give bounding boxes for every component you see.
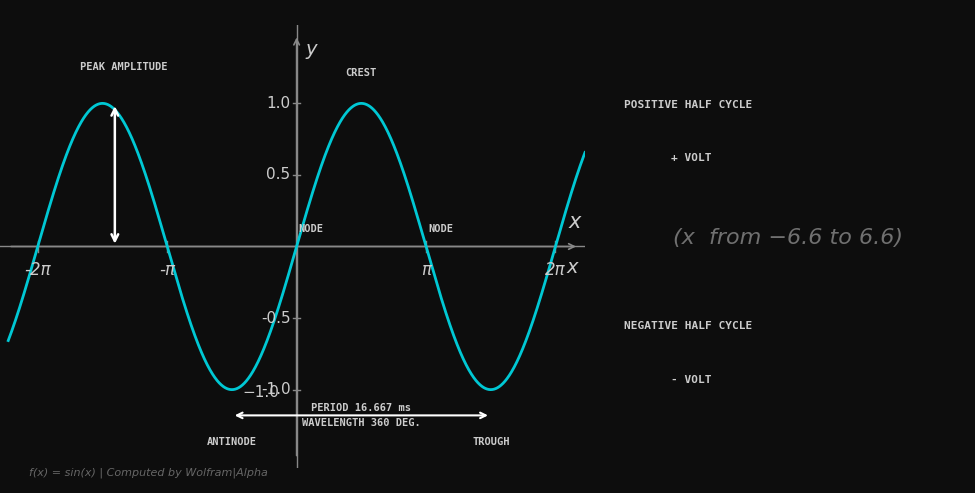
Text: + VOLT: + VOLT — [671, 153, 712, 163]
Text: CREST: CREST — [346, 68, 377, 77]
Text: -π: -π — [159, 261, 176, 279]
Text: x: x — [566, 258, 578, 277]
Text: 1.0: 1.0 — [266, 96, 291, 111]
Text: -1.0: -1.0 — [261, 382, 291, 397]
Text: ANTINODE: ANTINODE — [207, 437, 256, 447]
Text: POSITIVE HALF CYCLE: POSITIVE HALF CYCLE — [624, 100, 753, 109]
Text: π: π — [421, 261, 431, 279]
Text: PERIOD 16.667 ms: PERIOD 16.667 ms — [311, 402, 411, 413]
Text: −1.0: −1.0 — [242, 385, 279, 400]
Text: y: y — [306, 40, 317, 59]
Text: -2π: -2π — [24, 261, 51, 279]
Text: (x  from −6.6 to 6.6): (x from −6.6 to 6.6) — [673, 228, 903, 247]
Text: NEGATIVE HALF CYCLE: NEGATIVE HALF CYCLE — [624, 321, 753, 331]
Text: PEAK AMPLITUDE: PEAK AMPLITUDE — [80, 62, 168, 72]
Text: f(x) = sin(x) | Computed by Wolfram|Alpha: f(x) = sin(x) | Computed by Wolfram|Alph… — [29, 468, 268, 478]
Text: x: x — [568, 212, 581, 232]
Text: TROUGH: TROUGH — [472, 437, 510, 447]
Text: -0.5: -0.5 — [261, 311, 291, 325]
Text: - VOLT: - VOLT — [671, 375, 712, 385]
Text: 2π: 2π — [545, 261, 566, 279]
Text: WAVELENGTH 360 DEG.: WAVELENGTH 360 DEG. — [302, 418, 420, 428]
Text: NODE: NODE — [298, 224, 324, 234]
Text: 0.5: 0.5 — [266, 168, 291, 182]
Text: NODE: NODE — [428, 224, 453, 234]
